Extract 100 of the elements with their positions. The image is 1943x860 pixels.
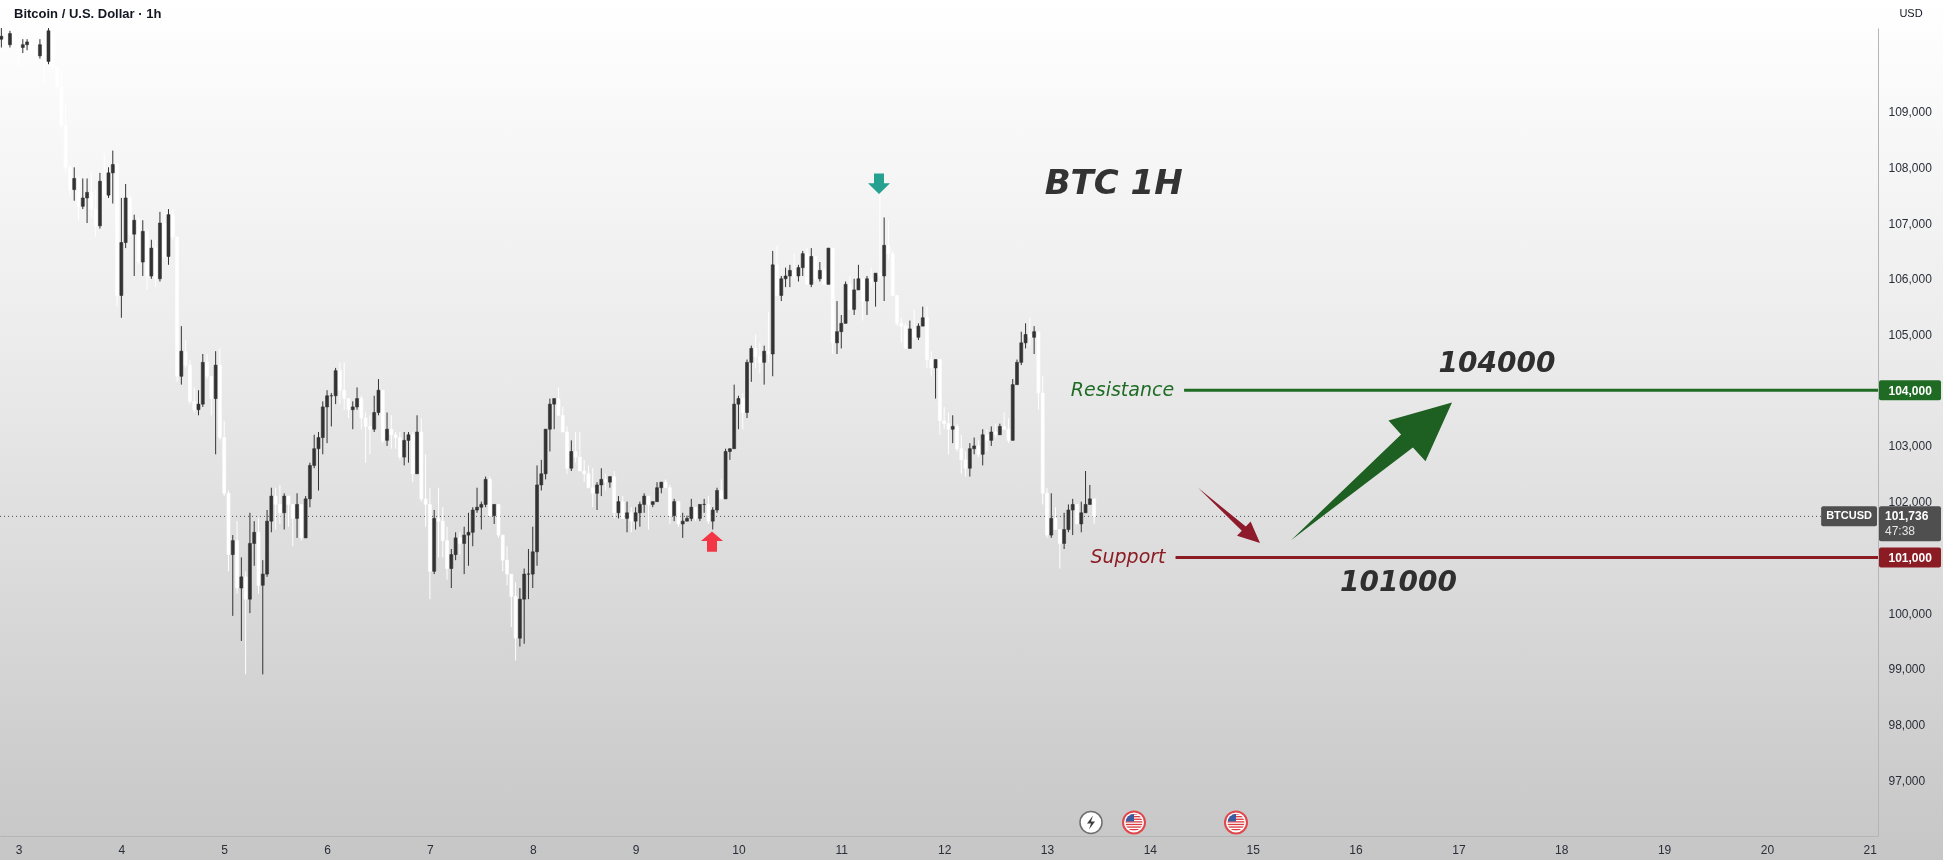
candlestick [620,495,625,519]
candlestick [0,27,4,48]
candlestick [436,487,441,558]
y-tick-label: 100,000 [1888,606,1933,621]
candlestick [1075,504,1079,525]
y-tick-label: 103,000 [1888,439,1933,454]
candlestick [625,501,629,533]
text: BTC 1H [1044,161,1183,202]
candlestick [676,501,681,528]
candlestick [860,278,865,322]
candlestick [492,503,496,525]
candlestick [1032,325,1036,355]
candlestick [25,38,29,51]
candlestick [286,495,291,528]
candlestick [813,255,818,283]
candlestick [590,467,595,508]
x-tick-label: 21 [1863,842,1878,857]
x-tick-label: 16 [1349,842,1364,857]
candlestick [458,531,462,556]
candlestick [1006,417,1011,444]
x-tick-label: 14 [1143,842,1158,857]
x-tick-label: 17 [1452,842,1466,857]
x-tick-label: 7 [427,842,435,857]
candlestick [800,250,805,277]
candlestick [680,512,685,539]
candlestick [646,495,651,531]
candlestick [950,414,955,444]
x-tick-label: 10 [732,842,746,857]
candlestick [295,492,299,539]
candlestick [526,548,531,600]
chart-subtitle: Bitcoin / U.S. Dollar · 1h [14,6,162,21]
candlestick [989,425,994,447]
text: 101,736 [1885,509,1929,524]
x-tick-label: 13 [1040,842,1055,857]
y-tick-label: 104,000 [1888,383,1933,398]
x-tick-label: 11 [835,842,849,857]
candlestick [655,481,659,503]
candlestick [740,392,745,430]
candlestick [1092,498,1096,525]
candlestick [980,428,985,466]
y-tick-label: 108,000 [1888,160,1933,175]
candlestick [912,308,916,341]
candlestick [706,495,711,525]
candlestick [355,386,359,411]
candlestick [878,194,882,280]
series-label: Support [1090,545,1168,568]
y-tick-label: 98,000 [1888,718,1926,733]
candlestick [903,322,908,349]
series-label: Resistance [1070,378,1175,401]
candlestick [835,300,839,355]
candlestick [865,275,869,316]
x-tick-label: 6 [324,842,332,857]
x-tick-label: 5 [221,842,229,857]
ref-line-label: BTCUSD [1826,509,1873,522]
candlestick [869,267,874,288]
candlestick [908,320,912,349]
candlestick [608,476,612,489]
candlestick [243,570,248,675]
candlestick [779,275,784,302]
candlestick [110,150,115,205]
candlestick [968,442,972,478]
candlestick [338,361,342,405]
candlestick [985,428,989,452]
candlestick [406,431,411,464]
candlestick [766,311,771,363]
candlestick [1079,501,1084,533]
candlestick [689,498,694,522]
candlestick [385,412,389,447]
candlestick [72,166,77,202]
candlestick [38,38,42,60]
annotation: 104000 [1438,346,1556,380]
candlestick [933,359,938,400]
candlestick [359,395,364,430]
candlestick [629,506,634,533]
candlestick [633,506,638,531]
y-axis-title: USD [1899,7,1923,19]
y-tick-label: 101,000 [1888,550,1933,565]
y-tick-label: 105,000 [1888,327,1933,342]
candlestick [672,498,676,522]
candlestick [719,478,724,500]
y-tick-label: 109,000 [1888,105,1933,120]
y-tick-label: 106,000 [1888,272,1933,287]
x-tick-label: 4 [118,842,126,857]
candlestick [239,556,244,642]
text: 47:38 [1885,524,1916,539]
y-tick-label: 102,000 [1888,495,1933,510]
candlestick [753,333,758,369]
candlestick [818,261,822,283]
candlestick [273,487,278,531]
candlestick [792,253,796,280]
candlestick [762,345,766,386]
candlestick [282,492,286,531]
candlestick [85,177,89,224]
x-tick-label: 9 [632,842,640,857]
x-tick-label: 15 [1246,842,1261,857]
candlestick [389,414,394,450]
x-tick-label: 19 [1657,842,1672,857]
y-tick-label: 99,000 [1888,662,1926,677]
candlestick [873,272,878,308]
candlestick [1070,498,1075,536]
